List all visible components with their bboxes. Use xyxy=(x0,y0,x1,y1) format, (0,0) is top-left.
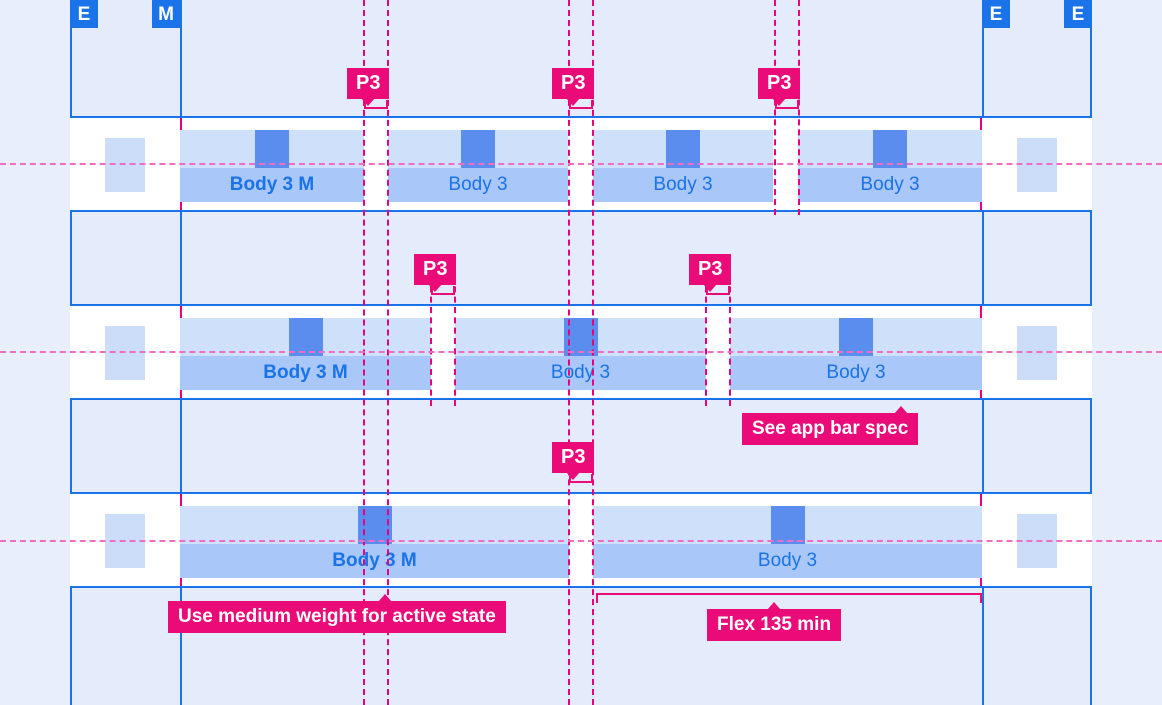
chip-notch-icon xyxy=(767,602,782,610)
nav-row-four-tabs: Body 3 M Body 3 Body 3 Body 3 xyxy=(70,116,1092,212)
guide-vertical xyxy=(454,276,456,406)
padding-chip-p3: P3 xyxy=(689,254,732,292)
padding-bracket xyxy=(775,100,799,109)
tab-item[interactable]: Body 3 xyxy=(798,130,982,202)
padding-bracket xyxy=(431,286,455,295)
endcap-placeholder-square xyxy=(1017,138,1057,192)
flex-measure-cap-left xyxy=(596,593,598,603)
chip-notch-icon xyxy=(378,594,392,602)
chip-notch-icon xyxy=(703,284,718,292)
badge-label: E xyxy=(77,3,91,25)
padding-bracket xyxy=(569,100,593,109)
badge-label: M xyxy=(158,3,174,25)
badge-e-left-outer: E xyxy=(70,0,98,28)
tab-label: Body 3 M xyxy=(180,168,364,202)
endcap-placeholder-square xyxy=(1017,326,1057,380)
tab-label: Body 3 xyxy=(593,544,982,578)
guide-horizontal xyxy=(0,163,1162,165)
guide-horizontal xyxy=(0,540,1162,542)
padding-chip-label: P3 xyxy=(767,72,792,94)
tab-item[interactable]: Body 3 M xyxy=(180,318,431,390)
tab-label: Body 3 xyxy=(388,168,568,202)
chip-notch-icon xyxy=(361,98,376,106)
guide-vertical xyxy=(798,0,800,215)
tab-item[interactable]: Body 3 M xyxy=(180,506,569,578)
padding-bracket xyxy=(706,286,730,295)
annotation-medium-weight: Use medium weight for active state xyxy=(168,594,506,633)
chip-notch-icon xyxy=(772,98,787,106)
tab-item[interactable]: Body 3 xyxy=(388,130,568,202)
padding-chip-label: P3 xyxy=(561,446,586,468)
tab-label: Body 3 xyxy=(455,356,706,390)
flex-measure-line xyxy=(596,593,982,595)
annotation-label: Flex 135 min xyxy=(717,614,832,635)
tab-item[interactable]: Body 3 M xyxy=(180,130,364,202)
padding-bracket xyxy=(569,474,593,483)
chip-notch-icon xyxy=(566,98,581,106)
chip-notch-icon xyxy=(566,472,581,480)
tab-icon xyxy=(666,130,700,172)
padding-chip-p3: P3 xyxy=(414,254,457,292)
row1-tabstrip: Body 3 M Body 3 Body 3 Body 3 xyxy=(70,118,1092,210)
tab-label: Body 3 xyxy=(593,168,773,202)
tab-label: Body 3 xyxy=(798,168,982,202)
tab-icon xyxy=(873,130,907,172)
padding-chip-p3: P3 xyxy=(552,68,595,106)
flex-measure-cap-right xyxy=(980,593,982,603)
padding-chip-label: P3 xyxy=(423,258,448,280)
tab-label: Body 3 xyxy=(730,356,982,390)
badge-e-right-outer: E xyxy=(1064,0,1092,28)
endcap-placeholder-square xyxy=(105,138,145,192)
padding-chip-p3: P3 xyxy=(347,68,390,106)
guide-vertical xyxy=(430,276,432,406)
badge-e-right-inner: E xyxy=(982,0,1010,28)
annotation-label: Use medium weight for active state xyxy=(178,606,496,627)
guide-vertical xyxy=(705,276,707,406)
row2-tabstrip: Body 3 M Body 3 Body 3 xyxy=(70,306,1092,398)
chip-notch-icon xyxy=(894,406,909,414)
tab-item[interactable]: Body 3 xyxy=(593,130,773,202)
annotation-label: See app bar spec xyxy=(752,418,909,439)
padding-chip-label: P3 xyxy=(356,72,381,94)
padding-chip-label: P3 xyxy=(561,72,586,94)
guide-vertical xyxy=(729,276,731,406)
tab-label: Body 3 M xyxy=(180,544,569,578)
annotation-flex-min: Flex 135 min xyxy=(707,602,842,641)
tab-item[interactable]: Body 3 xyxy=(593,506,982,578)
tab-icon xyxy=(288,318,323,360)
padding-chip-p3: P3 xyxy=(758,68,801,106)
annotation-app-bar-spec: See app bar spec xyxy=(742,406,919,445)
padding-chip-label: P3 xyxy=(698,258,723,280)
chip-notch-icon xyxy=(428,284,443,292)
tab-icon xyxy=(461,130,495,172)
tab-icon xyxy=(255,130,289,172)
guide-horizontal xyxy=(0,351,1162,353)
tab-label: Body 3 M xyxy=(180,356,431,390)
padding-chip-p3: P3 xyxy=(552,442,595,480)
badge-label: E xyxy=(989,3,1003,25)
endcap-placeholder-square xyxy=(105,326,145,380)
badge-m-left-inner: M xyxy=(152,0,180,28)
padding-bracket xyxy=(364,100,388,109)
tab-icon xyxy=(839,318,873,360)
tab-item[interactable]: Body 3 xyxy=(730,318,982,390)
badge-label: E xyxy=(1071,3,1085,25)
tab-item[interactable]: Body 3 xyxy=(455,318,706,390)
